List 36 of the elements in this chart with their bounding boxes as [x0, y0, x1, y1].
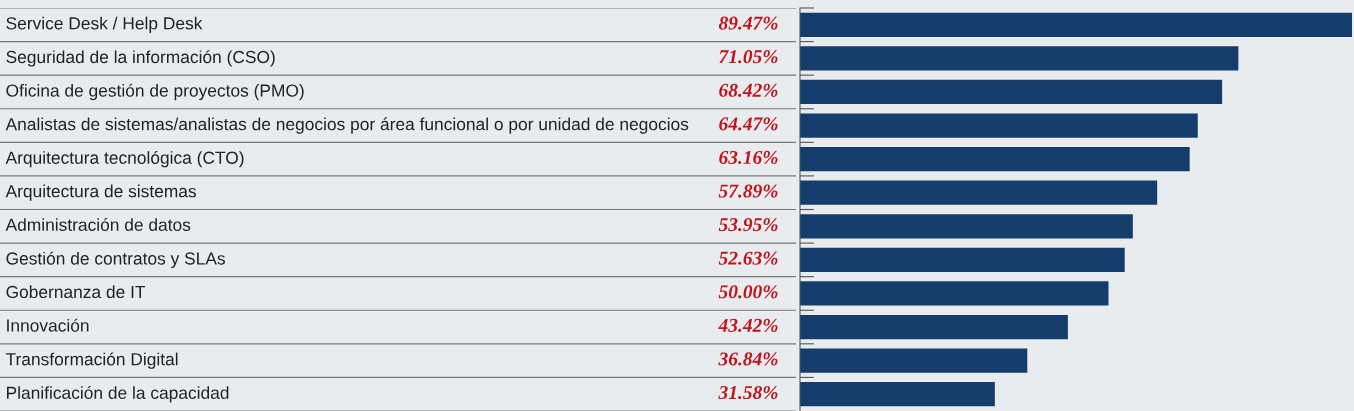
bar	[800, 314, 1068, 340]
y-tick-label: Gestión de contratos y SLAs	[6, 251, 225, 269]
data-label: 52.63%	[718, 251, 778, 265]
data-label: 71.05%	[719, 50, 778, 64]
y-tick-label: Administración de datos	[5, 218, 191, 231]
bar	[800, 348, 1028, 373]
y-tick-label: Planificación de la capacidad	[7, 386, 229, 403]
bar	[800, 113, 1198, 138]
bar	[800, 247, 1125, 272]
y-tick-label: Gobernanza de IT	[6, 285, 146, 299]
data-label: 63.16%	[719, 150, 778, 165]
y-tick-label: Innovación	[7, 318, 89, 332]
data-label: 31.58%	[718, 385, 778, 400]
y-tick-label: Transformación Digital	[5, 352, 178, 369]
data-label: 50.00%	[718, 285, 778, 299]
data-label: 68.42%	[719, 83, 778, 97]
data-label: 57.89%	[718, 184, 778, 198]
data-label: 89.47%	[718, 16, 778, 30]
y-tick-label: Analistas de sistemas/analistas de negocios por área funcional o por unidad de negocios	[5, 117, 689, 134]
bar	[800, 79, 1223, 105]
y-tick-label: Arquitectura tecnológica (CTO)	[5, 150, 244, 168]
data-label: 64.47%	[719, 117, 778, 131]
data-label: 43.42%	[718, 318, 778, 332]
y-tick-label: Arquitectura de sistemas	[5, 184, 196, 201]
bar	[800, 147, 1190, 172]
y-tick-label: Service Desk / Help Desk	[6, 16, 203, 33]
bar	[800, 46, 1239, 71]
bar	[800, 180, 1158, 205]
data-label: 53.95%	[718, 218, 778, 232]
y-tick-label: Seguridad de la información (CSO)	[6, 50, 275, 67]
data-label: 36.84%	[718, 352, 778, 366]
bar	[800, 214, 1133, 239]
bar	[800, 281, 1109, 306]
bar	[800, 12, 1352, 37]
bar	[800, 382, 995, 407]
y-tick-label: Oficina de gestión de proyectos (PMO)	[6, 83, 304, 101]
